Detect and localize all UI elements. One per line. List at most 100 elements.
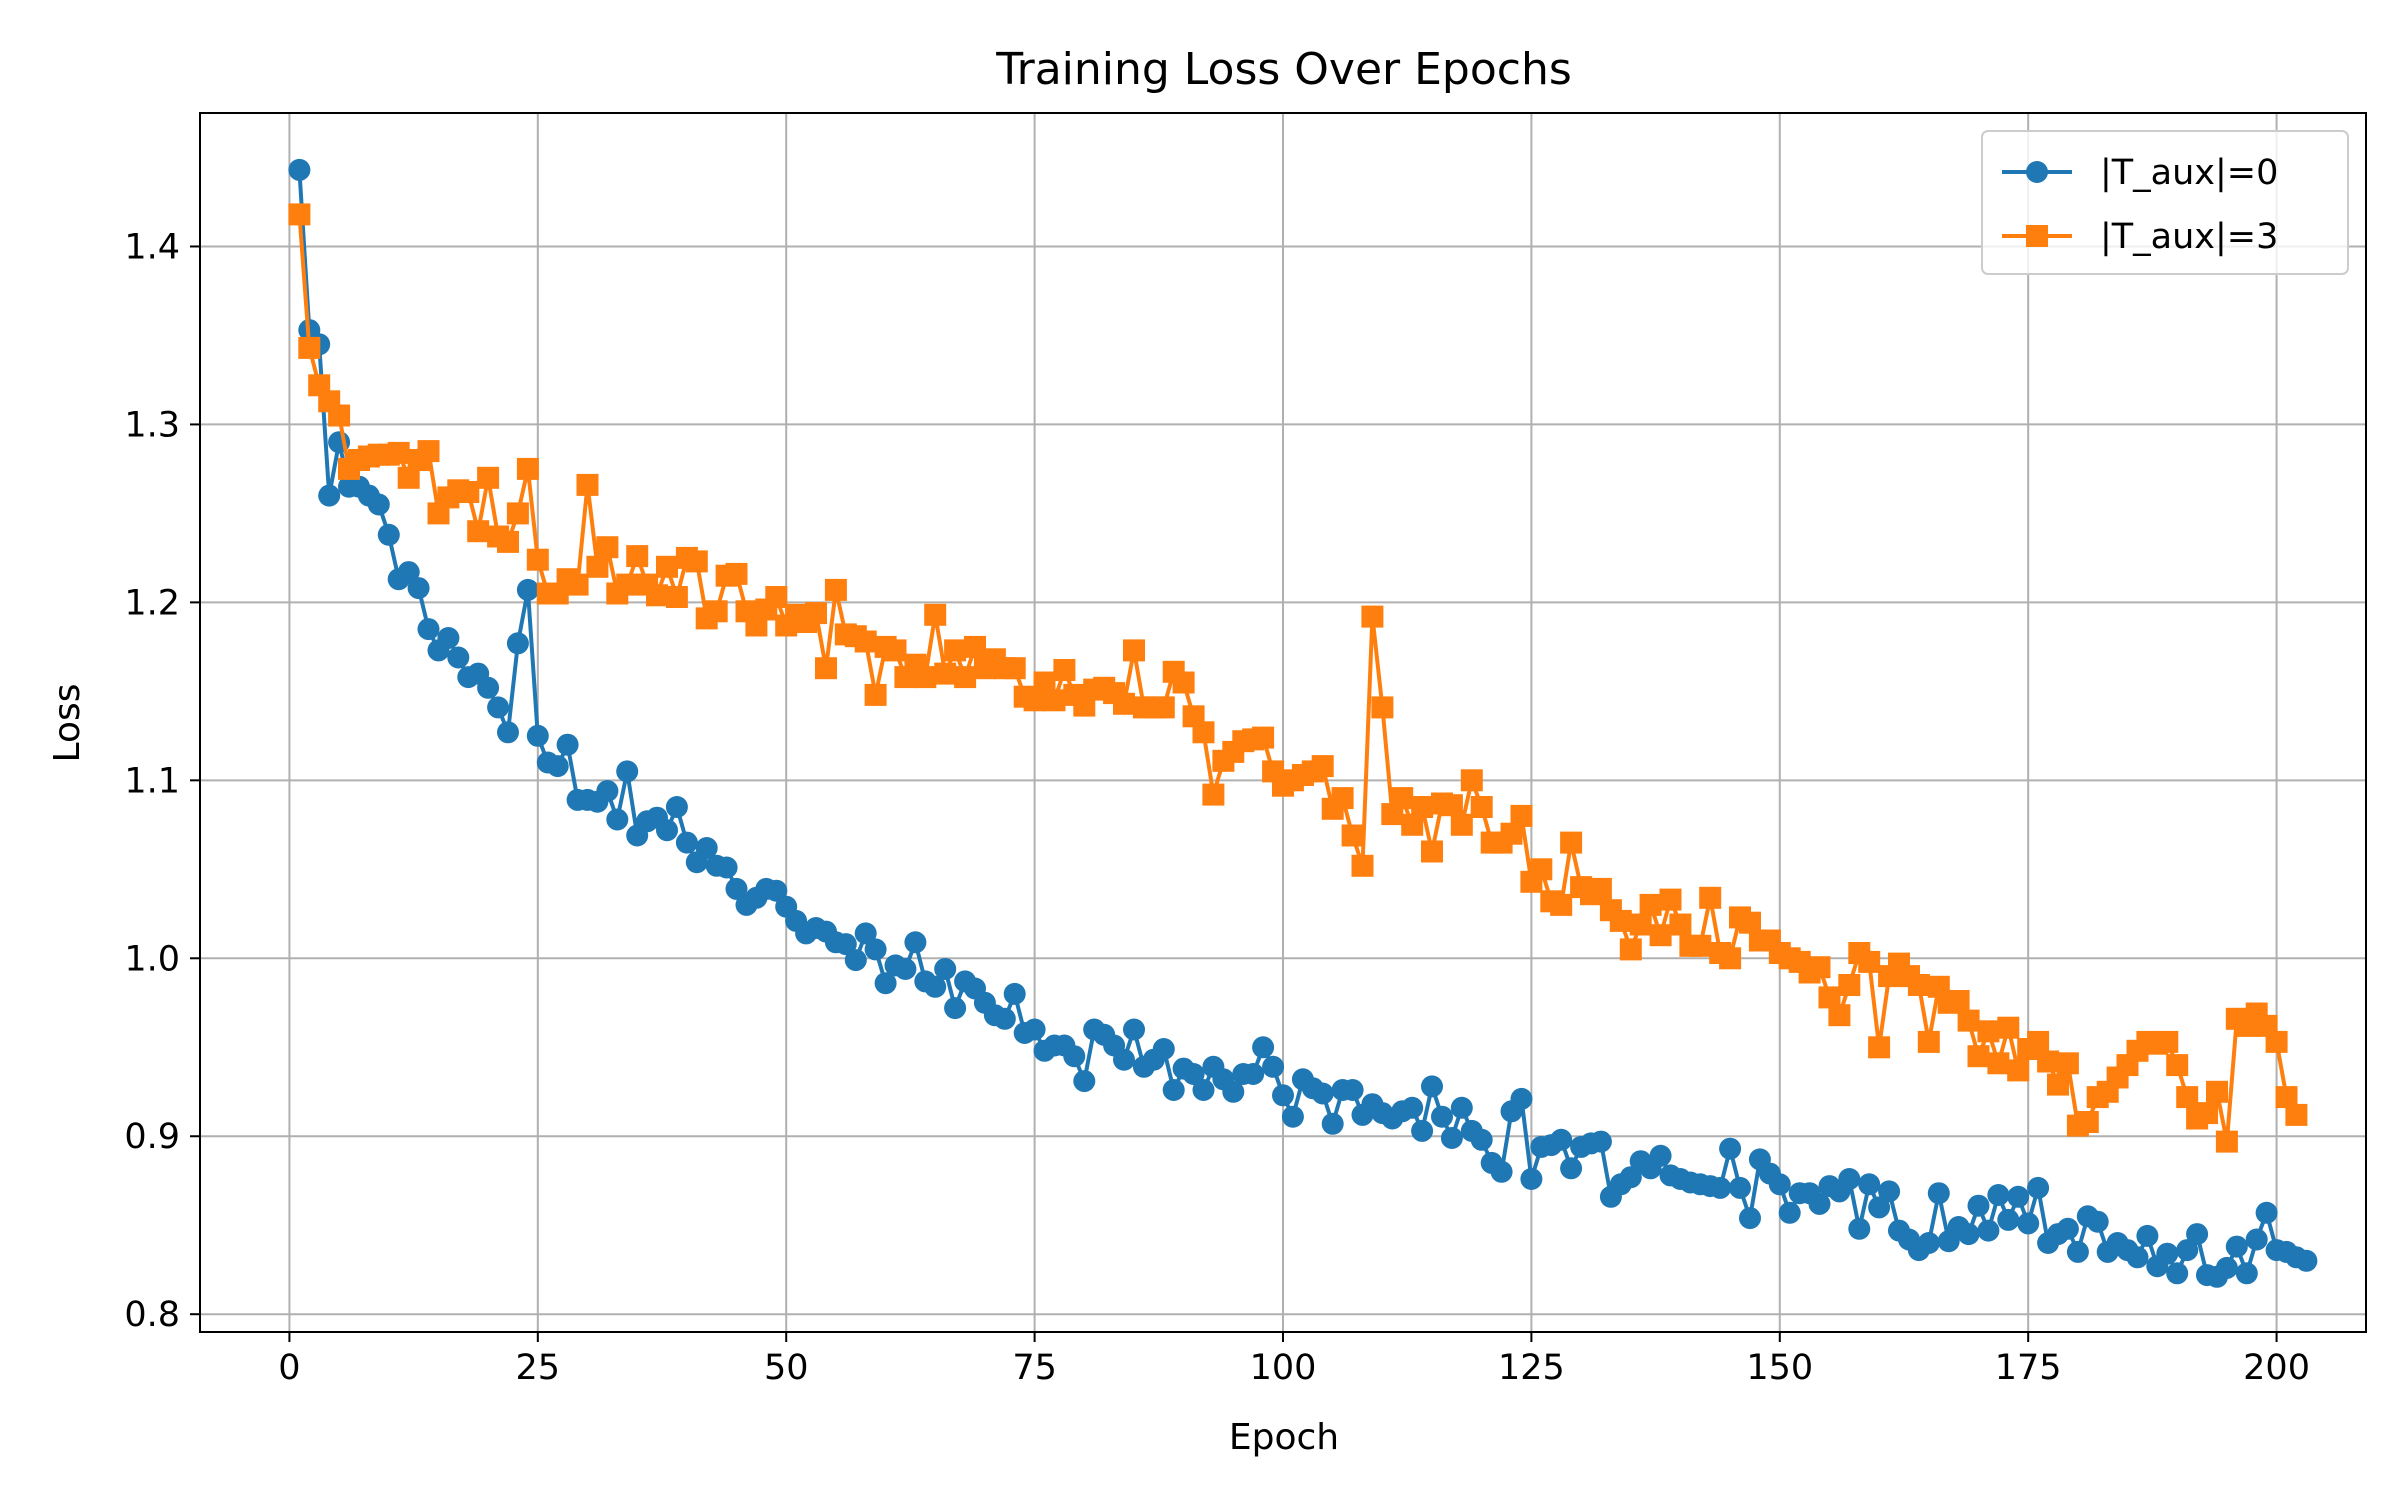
data-point [1868, 1036, 1891, 1059]
y-tick-label: 1.4 [124, 227, 180, 267]
data-point [2176, 1239, 2199, 1262]
data-point [2126, 1246, 2149, 1269]
data-point [1252, 1036, 1275, 1059]
data-point [1589, 1130, 1612, 1153]
data-point [1699, 886, 1722, 909]
x-tick-label: 25 [516, 1348, 561, 1388]
legend-box [1981, 130, 2349, 275]
data-point [1858, 950, 1881, 973]
data-point [497, 530, 519, 553]
data-point [1361, 605, 1384, 628]
data-point [815, 657, 837, 680]
data-point [1321, 1112, 1344, 1135]
data-point [1709, 1176, 1732, 1199]
data-point [1023, 1018, 1046, 1041]
data-point [566, 573, 589, 596]
data-point [2196, 1102, 2218, 1125]
y-tick-label: 1.3 [124, 405, 180, 445]
data-point [1560, 1157, 1583, 1180]
data-point [993, 1007, 1016, 1030]
data-point [1719, 1137, 1742, 1160]
data-point [1987, 1052, 2010, 1075]
data-point [1739, 1207, 1761, 1230]
data-point [1649, 1144, 1672, 1167]
data-point [844, 949, 867, 972]
data-point [1252, 726, 1275, 749]
data-point [1808, 1192, 1831, 1215]
data-point [1868, 1196, 1891, 1219]
data-point [487, 696, 510, 719]
data-point [1520, 1168, 1543, 1190]
data-point [1778, 1201, 1801, 1224]
data-point [1281, 1105, 1304, 1128]
data-point [1550, 893, 1573, 916]
data-point [2275, 1086, 2298, 1109]
data-point [944, 639, 967, 662]
data-point [2156, 1242, 2179, 1265]
data-point [1222, 1080, 1245, 1103]
legend-label: |T_aux|=3 [2100, 217, 2278, 257]
data-point [288, 203, 311, 226]
data-point [596, 536, 619, 559]
data-point [397, 561, 420, 584]
data-point [2086, 1210, 2109, 1233]
x-tick-label: 0 [278, 1348, 300, 1388]
legend-marker [2026, 161, 2048, 183]
data-point [1689, 934, 1712, 957]
data-point [1421, 1075, 1443, 1098]
series-0 [288, 158, 2318, 1288]
data-point [1629, 913, 1652, 936]
data-point [626, 545, 649, 568]
data-point [1997, 1208, 2020, 1231]
data-point [288, 158, 311, 181]
data-point [1242, 1063, 1265, 1085]
data-point [924, 603, 947, 626]
data-point [417, 618, 440, 641]
x-axis-label: Epoch [1229, 1417, 1339, 1458]
data-point [497, 721, 519, 744]
data-point [407, 577, 430, 600]
data-point [606, 808, 629, 831]
data-point [1351, 854, 1374, 877]
data-point [934, 958, 957, 980]
data-point [1490, 1160, 1513, 1183]
data-point [546, 755, 569, 778]
data-point [646, 584, 668, 607]
legend: |T_aux|=0 |T_aux|=3 [1981, 130, 2349, 275]
data-point [1152, 696, 1175, 719]
data-point [884, 639, 907, 662]
data-point [2166, 1054, 2189, 1077]
data-point [1977, 1219, 2000, 1242]
data-point [1589, 877, 1612, 900]
data-point [1927, 1182, 1950, 1205]
data-point [824, 578, 847, 601]
data-point [2245, 1228, 2268, 1251]
data-point [477, 466, 500, 489]
data-point [1818, 986, 1841, 1009]
data-point [2215, 1130, 2238, 1153]
data-point [765, 879, 788, 902]
data-point [586, 555, 609, 578]
data-point [1878, 1180, 1901, 1203]
data-point [1033, 671, 1056, 694]
data-point [2007, 1185, 2030, 1208]
data-point [1123, 639, 1145, 662]
data-point [1043, 689, 1066, 712]
data-point [1967, 1045, 1990, 1068]
data-point [1470, 796, 1493, 818]
data-point [516, 578, 539, 601]
y-tick-label: 1.1 [124, 761, 180, 801]
data-point [685, 550, 708, 573]
data-point [477, 676, 500, 699]
data-point [1113, 692, 1135, 715]
data-point [1838, 1168, 1861, 1190]
data-point [457, 481, 480, 503]
data-point [1411, 1119, 1434, 1142]
data-point [367, 493, 390, 516]
data-point [2066, 1240, 2089, 1263]
data-point [447, 646, 470, 669]
data-point [1202, 783, 1225, 806]
data-point [1768, 1173, 1791, 1196]
data-point [805, 602, 827, 625]
data-point [1063, 1045, 1086, 1068]
